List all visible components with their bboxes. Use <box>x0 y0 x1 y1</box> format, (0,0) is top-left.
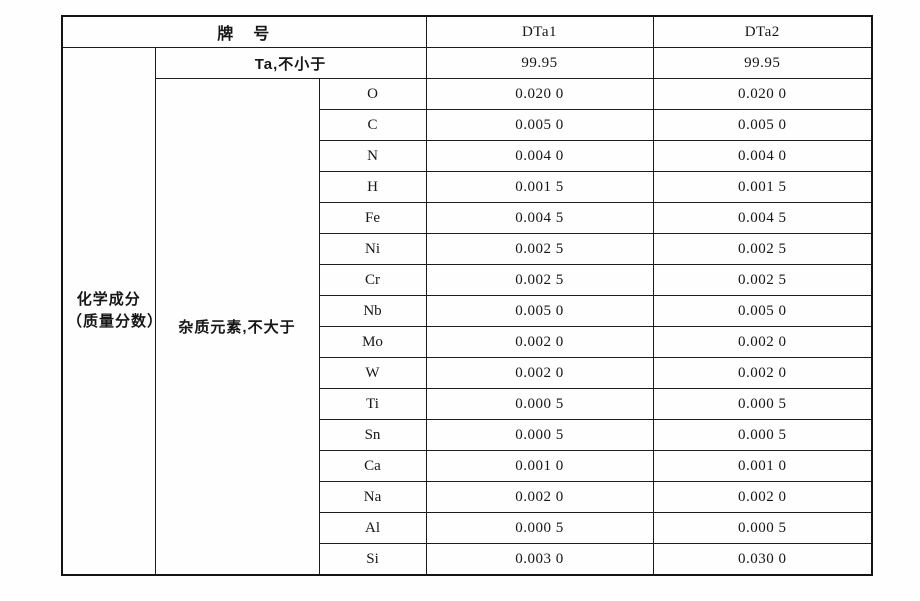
table-row: Ca 0.001 0 0.001 0 <box>62 450 873 482</box>
dta1-value-cell: 0.020 0 <box>425 78 654 110</box>
dta1-value-cell: 0.002 0 <box>425 326 654 358</box>
dta1-value-cell: 0.000 5 <box>425 512 654 544</box>
table-row: Mo 0.002 0 0.002 0 <box>62 326 873 358</box>
dta1-value-cell: 0.000 5 <box>425 419 654 451</box>
table-row: C 0.005 0 0.005 0 <box>62 109 873 141</box>
table-row: Ni 0.002 5 0.002 5 <box>62 233 873 265</box>
table-row: Sn 0.000 5 0.000 5 <box>62 419 873 451</box>
dta2-value-cell: 0.001 0 <box>652 450 873 482</box>
dta1-value-cell: 0.002 0 <box>425 357 654 389</box>
dta2-value-cell: 0.030 0 <box>652 543 873 576</box>
dta1-value-cell: 0.001 0 <box>425 450 654 482</box>
dta1-value-cell: 0.000 5 <box>425 388 654 420</box>
element-symbol-cell: N <box>318 140 427 172</box>
element-symbol-cell: W <box>318 357 427 389</box>
element-symbol-cell: Ti <box>318 388 427 420</box>
dta2-value-cell: 0.000 5 <box>652 419 873 451</box>
dta2-value-cell: 0.005 0 <box>652 109 873 141</box>
element-symbol-cell: H <box>318 171 427 203</box>
grade-dta1-cell: DTa1 <box>425 15 654 48</box>
table-row: Na 0.002 0 0.002 0 <box>62 481 873 513</box>
table-row: Cr 0.002 5 0.002 5 <box>62 264 873 296</box>
element-symbol-cell: Sn <box>318 419 427 451</box>
element-symbol-cell: Si <box>318 543 427 576</box>
dta1-value-cell: 0.004 0 <box>425 140 654 172</box>
dta2-value-cell: 0.005 0 <box>652 295 873 327</box>
dta1-value-cell: 0.005 0 <box>425 295 654 327</box>
dta2-value-cell: 0.002 5 <box>652 233 873 265</box>
table-row: Fe 0.004 5 0.004 5 <box>62 202 873 234</box>
dta2-value-cell: 0.002 0 <box>652 481 873 513</box>
dta2-value-cell: 0.000 5 <box>652 512 873 544</box>
dta1-value-cell: 0.005 0 <box>425 109 654 141</box>
composition-label-cell: 化学成分 （质量分数） <box>61 47 156 576</box>
dta2-value-cell: 0.000 5 <box>652 388 873 420</box>
dta2-value-cell: 0.004 5 <box>652 202 873 234</box>
header-row: 牌 号 DTa1 DTa2 <box>61 15 873 48</box>
table-row: Al 0.000 5 0.000 5 <box>62 512 873 544</box>
element-symbol-cell: Al <box>318 512 427 544</box>
dta1-value-cell: 0.002 5 <box>425 264 654 296</box>
element-symbol-cell: C <box>318 109 427 141</box>
element-symbol-cell: Na <box>318 481 427 513</box>
table-row: 杂质元素,不大于 O 0.020 0 0.020 0 <box>62 78 873 576</box>
dta2-value-cell: 0.002 0 <box>652 326 873 358</box>
dta2-value-cell: 0.001 5 <box>652 171 873 203</box>
dta1-value-cell: 0.004 5 <box>425 202 654 234</box>
composition-label-line1: 化学成分 <box>76 291 141 308</box>
element-symbol-cell: Cr <box>318 264 427 296</box>
dta1-value-cell: 0.002 5 <box>425 233 654 265</box>
dta1-value-cell: 0.001 5 <box>425 171 654 203</box>
element-symbol-cell: O <box>318 78 427 110</box>
dta1-value-cell: 0.002 0 <box>425 481 654 513</box>
ta-dta2-value-cell: 99.95 <box>652 47 873 79</box>
dta2-value-cell: 0.020 0 <box>652 78 873 110</box>
ta-minimum-label-cell: Ta,不小于 <box>154 47 427 79</box>
grade-dta2-cell: DTa2 <box>652 15 873 48</box>
table-row: Si 0.003 0 0.030 0 <box>62 543 873 576</box>
element-symbol-cell: Ca <box>318 450 427 482</box>
composition-label-line2: （质量分数） <box>67 313 155 330</box>
composition-table: 牌 号 DTa1 DTa2 化学成分 （质量分数） Ta,不小于 99.95 9… <box>61 15 873 576</box>
dta2-value-cell: 0.004 0 <box>652 140 873 172</box>
element-symbol-cell: Mo <box>318 326 427 358</box>
grade-header-cell: 牌 号 <box>61 15 427 48</box>
table-row: Nb 0.005 0 0.005 0 <box>62 295 873 327</box>
dta1-value-cell: 0.003 0 <box>425 543 654 576</box>
impurity-label-cell: 杂质元素,不大于 <box>154 78 320 576</box>
ta-dta1-value-cell: 99.95 <box>425 47 654 79</box>
element-symbol-cell: Fe <box>318 202 427 234</box>
dta2-value-cell: 0.002 0 <box>652 357 873 389</box>
dta2-value-cell: 0.002 5 <box>652 264 873 296</box>
table-body: 牌 号 DTa1 DTa2 化学成分 （质量分数） Ta,不小于 99.95 9… <box>61 15 873 576</box>
element-symbol-cell: Nb <box>318 295 427 327</box>
element-symbol-cell: Ni <box>318 233 427 265</box>
ta-minimum-row: 化学成分 （质量分数） Ta,不小于 99.95 99.95 <box>61 47 873 576</box>
